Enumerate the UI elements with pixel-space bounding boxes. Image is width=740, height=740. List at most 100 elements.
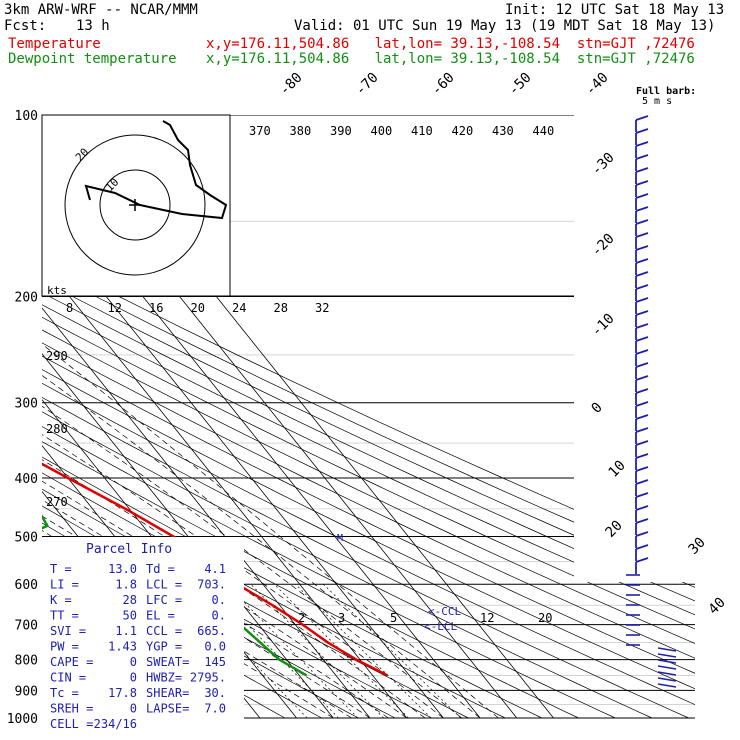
parcel-info-table: T = 13.0 Td = 4.1 LI = 1.8 LCL = 703. K = 28 LFC =… [50, 562, 226, 731]
parcel-info-box [42, 537, 244, 730]
isotherm-label: 20 [603, 518, 626, 541]
isotherm-label: 10 [606, 458, 629, 481]
parcel-info-title: Parcel Info [86, 542, 172, 557]
isotherm-label: -70 [353, 70, 382, 99]
mixing-ratio-label: 5 [390, 611, 397, 625]
parcel-value: 1.8 [115, 578, 137, 592]
wind-barb-flag [635, 115, 649, 121]
wind-barb-flag [635, 206, 649, 212]
wind-barb [657, 659, 677, 664]
parcel-value: 0.0 [204, 640, 226, 654]
wind-barb-flag [635, 193, 649, 199]
parcel-value: 234/16 [94, 717, 137, 731]
parcel-value: 7.0 [204, 702, 226, 716]
pressure-label: 400 [15, 472, 38, 487]
wind-speed-label: 12 [108, 301, 122, 315]
isotherm-line [42, 115, 444, 719]
parcel-key: YGP = [146, 640, 182, 654]
m-marker: M [337, 533, 343, 544]
dry-adiabat-line [42, 115, 695, 719]
wind-barb-flag [635, 180, 649, 186]
parcel-key: K = [50, 593, 72, 607]
wind-speed-label: 32 [315, 301, 329, 315]
theta-e-label: 440 [533, 124, 555, 138]
moist-adiabat-line [42, 296, 444, 719]
moist-adiabat-line [42, 296, 407, 719]
fcst-value: 13 h [76, 18, 110, 34]
theta-e-label: 390 [330, 124, 352, 138]
theta-label: 290 [46, 349, 68, 363]
parcel-key: CCL = [146, 624, 182, 638]
parcel-key: HWBZ= [146, 671, 182, 685]
pressure-label: 800 [15, 654, 38, 669]
lcl-marker: <-LCL [424, 620, 457, 633]
dry-adiabat-line [42, 115, 695, 719]
parcel-value: 1.1 [115, 624, 137, 638]
wind-barb-flag [635, 362, 649, 368]
parcel-key: SVI = [50, 624, 86, 638]
parcel-key: CAPE = [50, 655, 93, 669]
wind-speed-label: 20 [191, 301, 205, 315]
dry-adiabat-line [42, 115, 695, 719]
wind-barb-flag [635, 141, 649, 147]
wind-barb-flag [635, 219, 649, 225]
wind-barb-flag [635, 310, 649, 316]
parcel-key: SWEAT= [146, 655, 189, 669]
parcel-value: 0 [130, 702, 137, 716]
moist-adiabat-line [42, 296, 352, 719]
parcel-key: CIN = [50, 671, 86, 685]
parcel-value: 28 [123, 593, 137, 607]
full-barb-label: Full barb: [636, 86, 696, 97]
wind-barb [657, 683, 677, 688]
theta-e-label: 410 [411, 124, 433, 138]
parcel-value: 1.43 [108, 640, 137, 654]
isotherm-line [42, 115, 334, 719]
mixing-ratio-line [178, 583, 308, 719]
parcel-value: 4.1 [204, 562, 226, 576]
wind-barb-flag [635, 466, 649, 472]
wind-speed-label: 24 [232, 301, 246, 315]
hodograph-ring [64, 134, 206, 276]
isotherm-label: -30 [589, 150, 618, 179]
pressure-label: 200 [15, 291, 38, 306]
parcel-value: 0 [130, 671, 137, 685]
pressure-label: 100 [15, 109, 38, 124]
parcel-value: 0. [212, 609, 226, 623]
wind-barb-flag [635, 349, 649, 355]
pressure-label: 500 [15, 530, 38, 545]
parcel-key: T = [50, 562, 72, 576]
wind-barbs [626, 115, 677, 688]
mixing-ratio-line [250, 583, 384, 719]
wind-barb-flag [635, 518, 649, 524]
hodograph-ring [99, 169, 171, 241]
wind-barb-flag [635, 440, 649, 446]
wind-speed-label: 16 [149, 301, 163, 315]
wind-barb-flag [635, 271, 649, 277]
theta-e-label: 400 [371, 124, 393, 138]
wind-barb-flag [635, 232, 649, 238]
dry-adiabat-line [42, 115, 689, 719]
temperature-line [42, 115, 388, 677]
isotherm-label: -10 [589, 311, 618, 340]
theta-e-label: 420 [452, 124, 474, 138]
wind-barb [657, 677, 677, 682]
dry-adiabat-line [42, 115, 579, 719]
wind-barb-flag [635, 154, 649, 160]
wind-barb [657, 671, 677, 676]
parcel-key: Tc = [50, 686, 79, 700]
theta-e-label: 430 [492, 124, 514, 138]
mixing-ratio-line [226, 583, 359, 719]
ccl-marker: <-CCL [428, 605, 461, 618]
wind-barb-flag [635, 427, 649, 433]
model-label: 3km ARW-WRF -- NCAR/MMM [4, 2, 198, 18]
isotherm-line [42, 115, 408, 719]
moist-adiabat-line [42, 296, 481, 719]
wind-barb-flag [635, 128, 649, 134]
wind-speed-label: 28 [274, 301, 288, 315]
isotherm-label: 40 [706, 595, 729, 618]
isotherm-line [0, 115, 3, 718]
wind-barb-flag [635, 453, 649, 459]
fcst-label: Fcst: [4, 18, 47, 34]
parcel-key: SHEAR= [146, 686, 189, 700]
